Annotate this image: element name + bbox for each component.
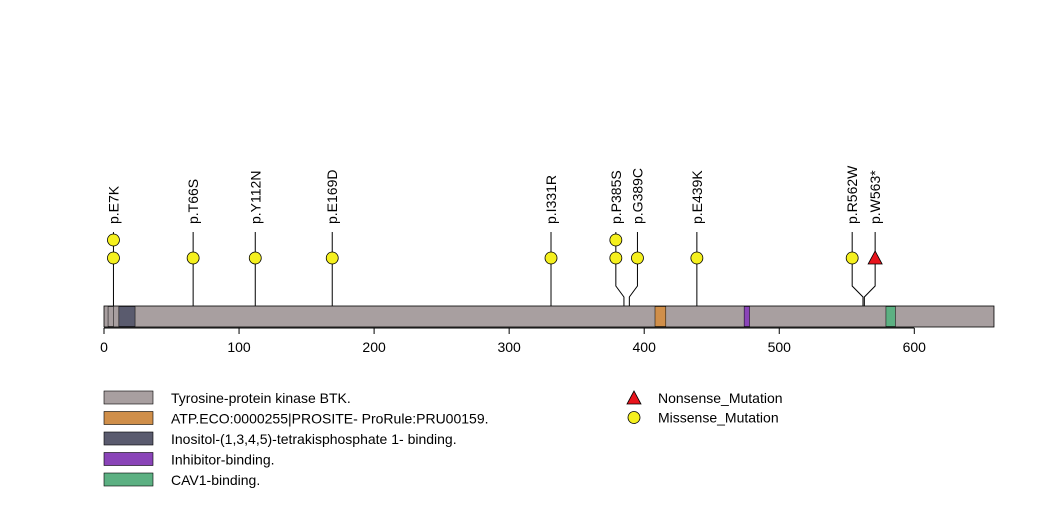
legend-mutation-label: Missense_Mutation xyxy=(658,410,779,426)
stem-8 xyxy=(851,258,864,306)
domain-2 xyxy=(654,306,667,327)
axis-tick-label: 500 xyxy=(768,339,792,355)
legend-domain-label: Tyrosine-protein kinase BTK. xyxy=(171,390,351,406)
missense-marker xyxy=(690,251,704,265)
legend-mutation-label: Nonsense_Mutation xyxy=(658,390,783,406)
protein-backbone xyxy=(103,305,995,328)
axis-tick-label: 200 xyxy=(362,339,386,355)
missense-marker xyxy=(609,233,623,247)
mutation-labels: p.E7K p.T66S p.Y112N p.E169D p.I331R p.P385S p… xyxy=(105,165,883,224)
mutation-label: p.I331R xyxy=(543,175,559,224)
nonsense-marker xyxy=(867,250,883,265)
mutation-label: p.T66S xyxy=(185,179,201,224)
missense-marker xyxy=(107,233,120,247)
mutation-label: p.Y112N xyxy=(247,171,263,224)
missense-marker xyxy=(609,251,623,265)
missense-marker xyxy=(107,251,120,265)
missense-marker xyxy=(544,251,558,265)
axis-tick-label: 400 xyxy=(633,339,657,355)
legend-domain-label: Inositol-(1,3,4,5)-tetrakisphosphate 1- … xyxy=(171,431,457,447)
stem-9 xyxy=(863,258,876,306)
missense-marker xyxy=(186,251,200,265)
domain-0 xyxy=(107,306,114,327)
legend-nonsense-icon xyxy=(626,390,642,405)
mutation-stems xyxy=(112,232,876,306)
position-axis: 0 100 200 300 400 500 600 xyxy=(100,327,927,355)
domain-3 xyxy=(743,306,750,327)
axis-tick-label: 0 xyxy=(100,339,108,355)
missense-marker xyxy=(631,251,644,265)
legend-swatch-4 xyxy=(103,472,154,487)
domain-1 xyxy=(118,306,136,327)
legend-domain-label: ATP.ECO:0000255|PROSITE- ProRule:PRU0015… xyxy=(171,411,489,427)
axis-tick-label: 300 xyxy=(497,339,521,355)
mutation-label: p.E439K xyxy=(689,170,705,224)
legend-swatch-3 xyxy=(103,452,154,466)
legend-missense-icon xyxy=(627,411,641,424)
missense-marker xyxy=(845,251,859,265)
domain-4 xyxy=(885,306,896,327)
legend-domain-label: CAV1-binding. xyxy=(171,472,260,488)
stem-5 xyxy=(615,240,625,306)
legend-swatch-2 xyxy=(103,431,154,446)
missense-marker xyxy=(248,251,262,265)
legend: Tyrosine-protein kinase BTK. ATP.ECO:0000… xyxy=(103,390,783,488)
mutation-markers xyxy=(107,233,883,265)
mutation-label: p.E7K xyxy=(105,185,121,224)
legend-swatch-0 xyxy=(103,390,154,405)
mutation-label: p.G389C xyxy=(629,168,645,224)
mutation-label: p.W563* xyxy=(867,170,883,224)
protein-track xyxy=(103,305,995,328)
mutation-label: p.R562W xyxy=(844,165,860,224)
legend-domain-label: Inhibitor-binding. xyxy=(171,452,275,468)
missense-marker xyxy=(325,251,339,265)
mutation-label: p.P385S xyxy=(608,170,624,224)
legend-swatch-1 xyxy=(103,411,154,425)
axis-tick-label: 600 xyxy=(903,339,927,355)
mutation-label: p.E169D xyxy=(324,170,340,224)
stem-6 xyxy=(628,258,638,306)
axis-tick-label: 100 xyxy=(227,339,251,355)
